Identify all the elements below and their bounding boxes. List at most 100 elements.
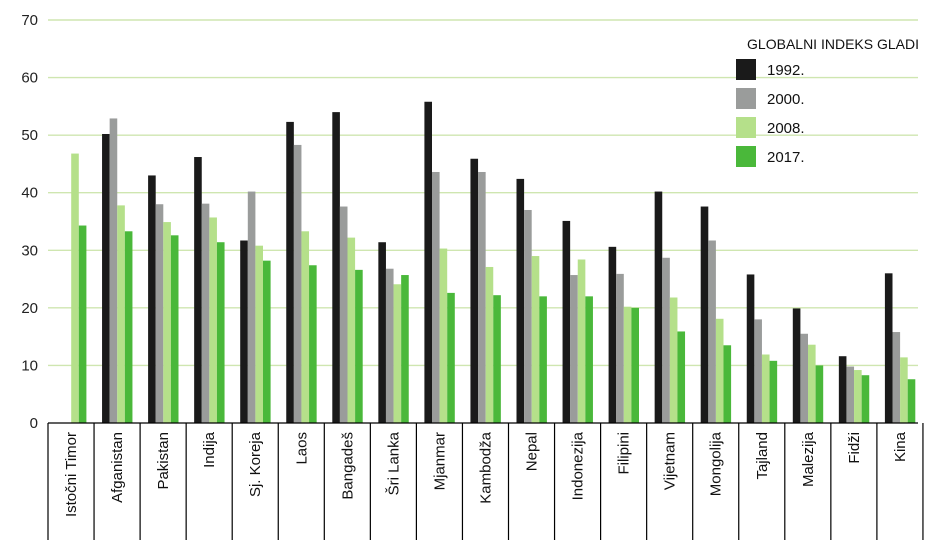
bar [424,101,432,423]
y-tick-label: 30 [21,242,38,259]
bar [815,365,824,423]
bar [623,306,632,423]
category-label: Tajland [754,432,771,480]
legend-swatch [736,59,756,80]
bar [838,356,847,423]
bar [761,354,770,423]
category-label: Malezija [800,431,817,487]
bar [255,245,263,423]
bar [332,112,340,423]
bar [194,157,202,423]
bar [669,297,678,423]
bar [754,319,762,423]
category-label: Šri Lanka [385,431,402,495]
legend-label: 2008. [767,120,805,137]
bar [293,144,302,423]
bar [216,242,225,423]
bar [884,273,893,423]
y-tick-label: 50 [21,127,38,144]
bar [439,248,448,423]
category-label: Kambodža [477,431,494,503]
bar [715,318,724,423]
category-label: Nepal [524,432,541,471]
bar [286,121,294,423]
legend-label: 2017. [767,149,805,166]
category-label: Istočni Timor [63,432,80,517]
bar [846,366,855,423]
bar [861,375,870,423]
bar [677,331,686,423]
bar [700,206,709,423]
bar [478,171,486,423]
bar [907,379,916,423]
bar [155,204,164,423]
axes [47,422,924,540]
bar [516,178,525,423]
bar [170,235,179,423]
bar [148,175,156,423]
bar [524,209,532,423]
bar [493,295,501,423]
category-label: Mjanmar [431,432,448,490]
bar [209,217,217,423]
bar [616,273,624,423]
bar [301,231,310,423]
bar [539,296,547,423]
bar [385,268,394,423]
y-tick-label: 70 [21,12,38,29]
bar [201,203,210,423]
bar [378,242,386,423]
bar [432,171,440,423]
category-label: Filipini [616,432,633,475]
y-tick-label: 0 [30,415,38,432]
bar [854,370,862,423]
category-label: Kina [892,431,909,462]
bar [662,257,670,423]
category-label: Mongolija [708,431,725,496]
bar [900,357,908,423]
category-label: Vijetnam [662,432,679,490]
legend-title: GLOBALNI INDEKS GLADI [747,36,919,52]
y-tick-label: 20 [21,300,38,317]
bar [585,296,593,423]
bar [78,225,87,423]
legend: GLOBALNI INDEKS GLADI 1992. 2000. 2008. 201… [736,36,919,167]
category-label: Bangadeš [339,432,356,500]
bar [769,360,778,423]
bar [608,246,617,423]
y-tick-label: 40 [21,185,38,202]
bar [531,256,540,423]
legend-label: 2000. [767,91,805,108]
category-label: Sj. Koreja [247,431,264,497]
bar [263,260,271,423]
category-label: Indija [201,431,218,468]
bar [339,206,348,423]
category-label: Laos [293,432,310,465]
category-label: Indonezija [570,431,587,500]
bar [792,308,801,423]
bar [577,259,586,423]
bar [570,275,578,423]
bar [562,220,571,423]
bar [347,237,356,423]
bar [470,158,479,424]
bar [117,205,125,423]
category-label: Fidži [846,432,863,464]
bar [124,231,133,423]
bar [892,332,901,423]
bar [163,222,171,423]
bar [393,284,402,423]
bar [631,307,639,423]
bar [240,240,248,423]
bar [71,153,79,423]
y-tick-label: 60 [21,70,38,87]
bar [102,133,110,423]
category-label: Pakistan [155,432,172,490]
category-label: Afganistan [109,432,126,503]
bar [485,266,494,423]
legend-label: 1992. [767,62,805,79]
bar [447,292,455,423]
legend-swatch [736,88,756,109]
bar [654,191,663,423]
